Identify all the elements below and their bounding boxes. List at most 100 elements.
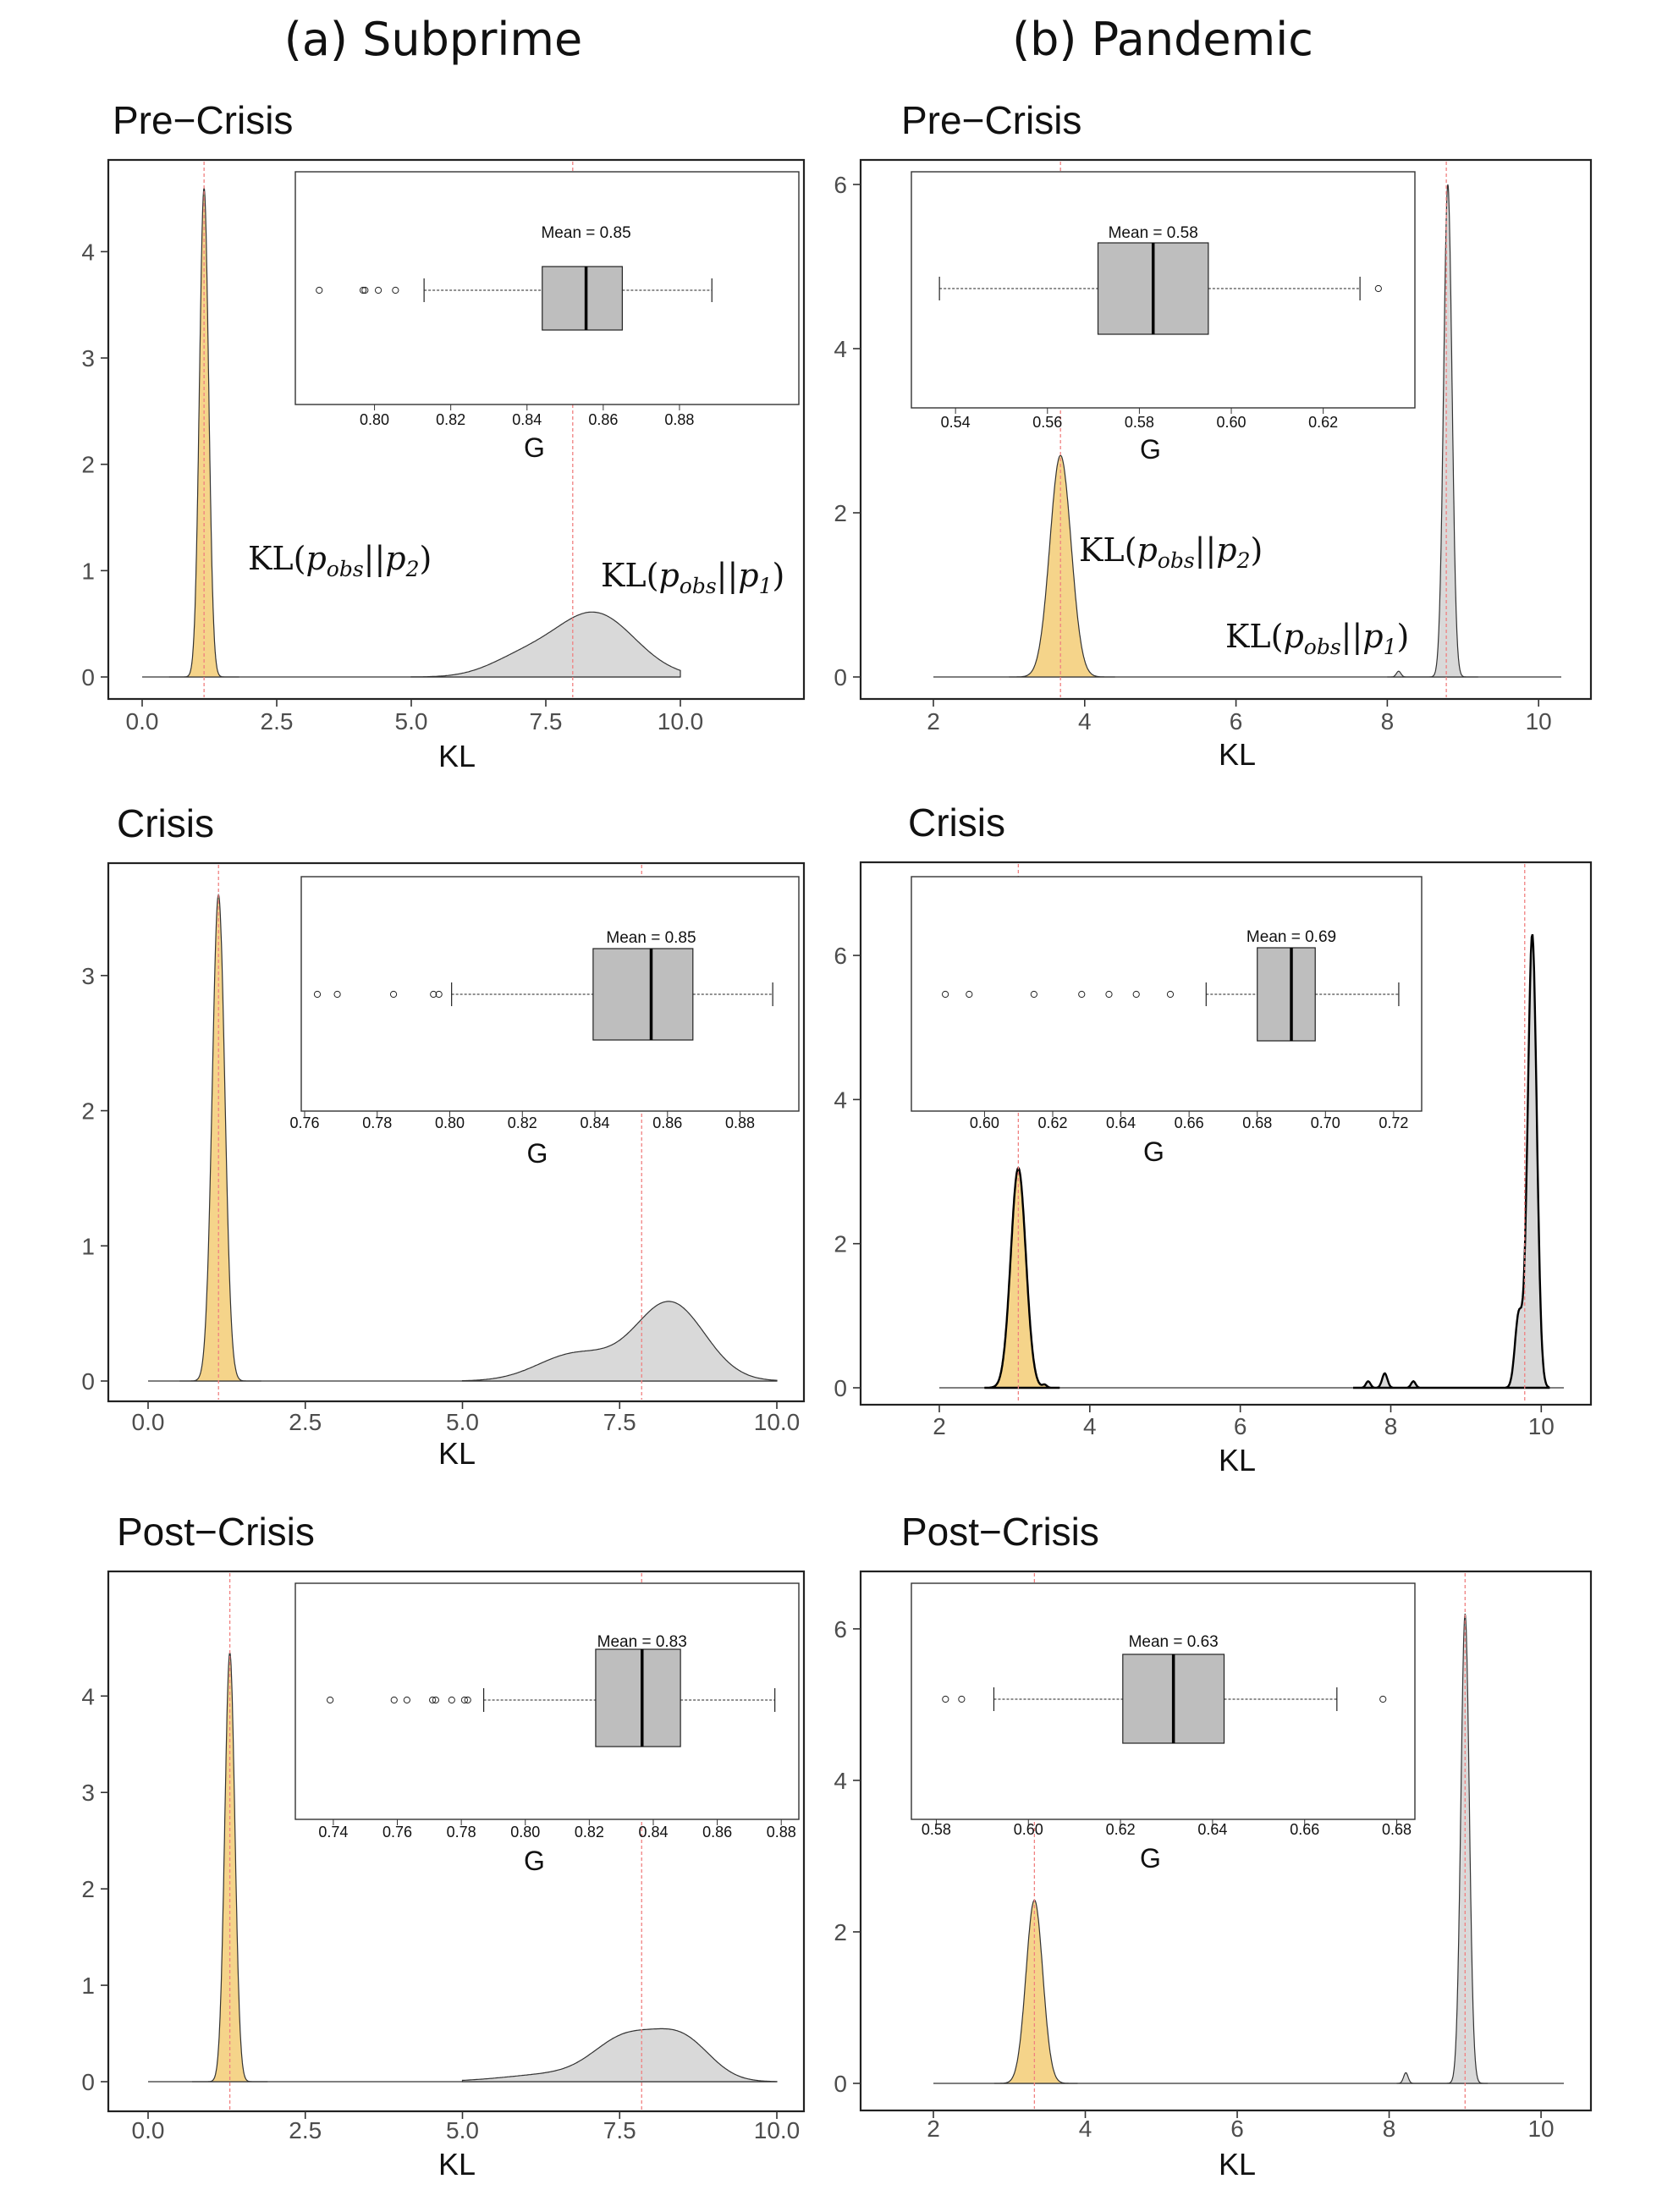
inset-tick-label: 0.82 xyxy=(575,1824,604,1841)
panel-title: Pre−Crisis xyxy=(901,98,1081,142)
panel-frame xyxy=(107,158,806,701)
x-tick-label: 10 xyxy=(1528,1413,1555,1439)
x-tick-label: 10.0 xyxy=(754,1409,801,1435)
inset-tick-label: 0.66 xyxy=(1175,1114,1204,1131)
panel-frame xyxy=(107,1570,806,2113)
panel-title: Post−Crisis xyxy=(117,1510,315,1554)
inset-frame xyxy=(294,1582,800,1820)
inset-tick-label: 0.78 xyxy=(362,1114,392,1131)
y-tick-label: 0 xyxy=(81,2069,95,2095)
inset-mean-label: Mean = 0.85 xyxy=(541,224,630,242)
outlier-point xyxy=(958,1695,966,1703)
kl-annotation: KL(pobs||p2) xyxy=(1079,531,1263,573)
inset-mean-label: Mean = 0.83 xyxy=(597,1633,687,1651)
inset-tick-label: 0.70 xyxy=(1311,1114,1340,1131)
y-tick-label: 6 xyxy=(834,1616,847,1642)
outlier-point xyxy=(942,990,949,999)
outlier-point xyxy=(1132,990,1140,999)
x-tick-label: 4 xyxy=(1083,1413,1097,1439)
panel-subprime-pre: Pre−Crisis Mean = 0.85 0.80 0.82 0.84 0.86 0.8… xyxy=(81,98,806,773)
x-tick-label: 8 xyxy=(1383,2116,1396,2142)
outlier-point xyxy=(432,1696,439,1704)
x-tick-label: 2 xyxy=(927,2116,940,2142)
y-tick-label: 3 xyxy=(81,963,95,989)
outlier-point xyxy=(1374,284,1382,293)
inset-tick-label: 0.74 xyxy=(318,1824,348,1841)
outlier-point xyxy=(1379,1695,1387,1703)
column-title-subprime: (a) Subprime xyxy=(284,13,582,66)
kl-annotation: KL(pobs||p1) xyxy=(1225,618,1409,659)
x-tick-label: 4 xyxy=(1079,2116,1092,2142)
panel-title: Post−Crisis xyxy=(901,1510,1099,1554)
outlier-point xyxy=(333,990,341,999)
x-tick-label: 0.0 xyxy=(132,1409,165,1435)
y-tick-label: 3 xyxy=(81,1780,95,1806)
density-p2 xyxy=(993,1899,1078,2084)
inset-tick-label: 0.84 xyxy=(638,1824,668,1841)
inset-tick-label: 0.76 xyxy=(382,1824,412,1841)
kl-annotation: KL(pobs||p2) xyxy=(248,540,432,581)
panel-frame xyxy=(859,1570,1593,2112)
inset-tick-label: 0.88 xyxy=(767,1824,796,1841)
y-tick-label: 1 xyxy=(81,558,95,584)
box-iqr xyxy=(1257,947,1316,1042)
outlier-point xyxy=(374,286,382,294)
y-tick-label: 6 xyxy=(834,172,847,198)
density-p1 xyxy=(461,2028,778,2083)
inset-tick-label: 0.60 xyxy=(970,1114,999,1131)
outlier-point xyxy=(403,1696,410,1704)
y-tick-label: 2 xyxy=(81,1876,95,1902)
outlier-point xyxy=(966,990,973,999)
x-axis-label: KL xyxy=(1219,1443,1256,1477)
column-title-pandemic: (b) Pandemic xyxy=(1012,13,1313,66)
outlier-point xyxy=(361,286,369,294)
outlier-point xyxy=(1030,990,1037,999)
inset-axis-label: G xyxy=(524,1846,545,1876)
inset-tick-label: 0.82 xyxy=(508,1114,537,1131)
y-tick-label: 2 xyxy=(834,1919,847,1945)
inset-mean-label: Mean = 0.58 xyxy=(1109,224,1198,242)
inset-axis-label: G xyxy=(524,432,545,463)
inset-tick-label: 0.78 xyxy=(447,1824,476,1841)
density-p2 xyxy=(1009,454,1115,678)
inset-tick-label: 0.82 xyxy=(436,411,465,428)
y-tick-label: 0 xyxy=(81,1368,95,1395)
x-tick-label: 0.0 xyxy=(126,708,159,735)
inset-tick-label: 0.64 xyxy=(1197,1821,1227,1838)
inset-tick-label: 0.86 xyxy=(588,411,618,428)
outlier-point xyxy=(313,990,322,999)
outlier-point xyxy=(464,1696,471,1704)
x-tick-label: 2 xyxy=(927,708,940,735)
inset-axis-label: G xyxy=(1140,1843,1161,1874)
inset-mean-label: Mean = 0.85 xyxy=(606,929,696,947)
x-tick-label: 10 xyxy=(1527,2116,1554,2142)
y-tick-label: 0 xyxy=(834,1375,847,1401)
outlier-point xyxy=(429,1696,437,1704)
outlier-point xyxy=(359,286,367,294)
x-tick-label: 10.0 xyxy=(658,708,704,735)
panel-title: Crisis xyxy=(117,801,214,845)
x-tick-label: 5.0 xyxy=(446,2117,479,2143)
outlier-point xyxy=(942,1695,949,1703)
x-tick-label: 6 xyxy=(1230,2116,1244,2142)
outlier-point xyxy=(1105,990,1113,999)
x-tick-label: 0.0 xyxy=(132,2117,165,2143)
panel-subprime-crisis: Crisis Mean = 0.85 0.76 0.78 0.80 0.82 0.84 0.8… xyxy=(81,801,806,1471)
inset-tick-label: 0.62 xyxy=(1106,1821,1136,1838)
outlier-point xyxy=(430,990,438,999)
x-tick-label: 7.5 xyxy=(603,2117,636,2143)
density-p2 xyxy=(984,1166,1060,1389)
y-tick-label: 2 xyxy=(81,452,95,478)
y-tick-label: 4 xyxy=(834,336,847,362)
y-tick-label: 1 xyxy=(81,1233,95,1259)
y-tick-label: 3 xyxy=(81,345,95,371)
x-axis-label: KL xyxy=(438,739,476,773)
x-axis-label: KL xyxy=(1219,737,1256,772)
outlier-point xyxy=(390,1696,398,1704)
inset-tick-label: 0.60 xyxy=(1014,1821,1043,1838)
x-tick-label: 2 xyxy=(933,1413,946,1439)
x-tick-label: 6 xyxy=(1234,1413,1247,1439)
y-tick-label: 4 xyxy=(81,239,95,265)
inset-axis-label: G xyxy=(1140,434,1161,465)
